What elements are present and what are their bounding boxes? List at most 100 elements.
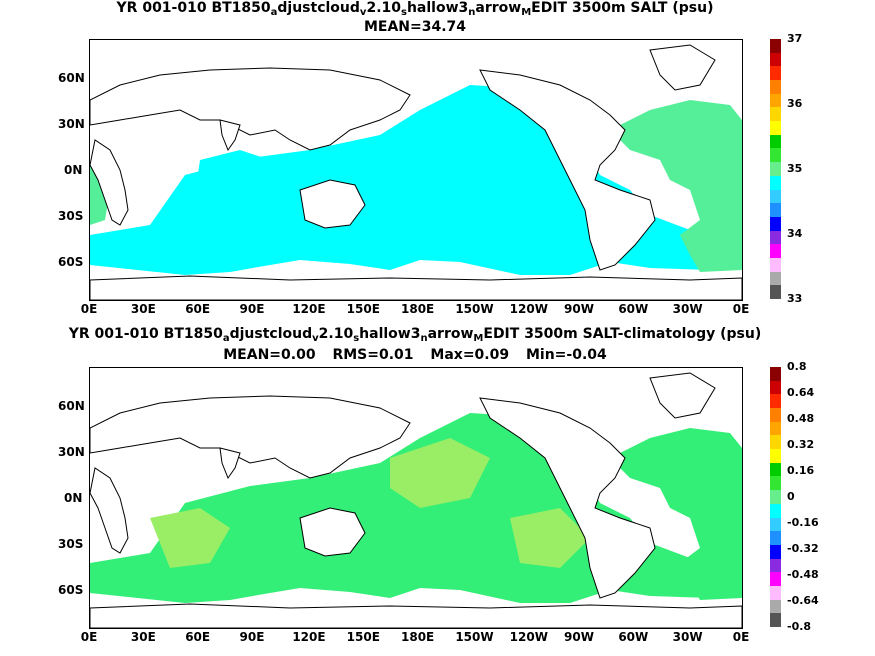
panel2-colorbar-swatch (770, 585, 781, 601)
panel2-colorbar-swatch (770, 613, 781, 628)
panel1-colorbar-swatch (770, 230, 781, 245)
panel2-colorbar-swatch (770, 462, 781, 477)
panel2-colorbar-label: -0.64 (787, 594, 819, 607)
panel2-colorbar-swatch (770, 517, 781, 532)
panel2-colorbar-swatch (770, 394, 781, 409)
panel2-colorbar-label: -0.48 (787, 568, 819, 581)
panel1-stats: MEAN=34.74 (0, 19, 830, 36)
panel1-colorbar-swatch (770, 203, 781, 218)
panel1-colorbar-swatch (770, 271, 781, 286)
panel1-colorbar-label: 36 (787, 97, 803, 110)
panel2-colorbar-swatch (770, 380, 781, 395)
panel2-patch-1 (390, 438, 490, 508)
panel1-colorbar-swatch (770, 107, 781, 122)
panel2-lon-label: 150E (346, 630, 380, 644)
panel1-colorbar-swatch (770, 216, 781, 232)
panel2-max: Max=0.09 (430, 347, 510, 363)
africa-land (90, 139, 129, 226)
panel2-map-svg (90, 372, 742, 628)
panel1-colorbar-swatch (770, 285, 781, 300)
panel2-lat-60s: 60S (58, 583, 84, 597)
panel2-stats: MEAN=0.00 RMS=0.01 Max=0.09 Min=-0.04 (0, 347, 830, 364)
panel1-colorbar-swatch (770, 175, 781, 190)
panel1-land (90, 44, 742, 300)
panel2-lon-label: 30E (130, 630, 156, 644)
panel2-lon-label: 120W (509, 630, 548, 644)
panel1-title: YR 001-010 BT1850adjustcloudv2.10shallow… (116, 0, 714, 18)
panel1-colorbar-swatch (770, 244, 781, 259)
panel2-colorbar-label: 0.8 (787, 360, 807, 373)
africa-land (90, 467, 129, 554)
panel1-map-svg (90, 44, 742, 300)
panel2-colorbar-swatch (770, 408, 781, 423)
panel2-colorbar-label: 0.32 (787, 438, 815, 451)
panel2-lat-0n: 0N (64, 491, 83, 505)
panel1-colorbar-swatch (770, 134, 781, 149)
panel2-min: Min=-0.04 (525, 347, 607, 363)
panel2-colorbar-swatch (770, 421, 781, 436)
panel1-colorbar-label: 37 (787, 32, 803, 45)
panel1-lon-label: 150W (455, 302, 494, 316)
greenland-land (649, 372, 716, 419)
panel1-colorbar-swatch (770, 80, 781, 95)
panel1-lat-30n: 30N (58, 117, 85, 131)
panel2-lon-label: 90W (564, 630, 594, 644)
panel1-colorbar-swatch (770, 39, 781, 54)
panel1-lon-label: 90W (564, 302, 594, 316)
americas-land (479, 397, 656, 599)
panel2-lon-label: 150W (455, 630, 494, 644)
panel1-colorbar-swatch (770, 52, 781, 67)
panel1-lon-label: 60E (185, 302, 211, 316)
panel2-lon-label: 30W (672, 630, 703, 644)
panel1-colorbar-label: 34 (787, 227, 803, 240)
panel2-colorbar-swatch (770, 599, 781, 614)
panel2-colorbar-swatch (770, 531, 781, 546)
panel1-lon-label: 0E (80, 302, 98, 316)
panel2-colorbar-swatch (770, 558, 781, 573)
panel2-lon-label: 60W (618, 630, 649, 644)
panel2-pacific-field (90, 413, 742, 603)
panel1-colorbar-label: 35 (787, 162, 803, 175)
panel1-mean: MEAN=34.74 (363, 19, 467, 35)
panel1-map (89, 39, 743, 301)
antarctica-land (90, 275, 742, 300)
panel1-colorbar-swatch (770, 121, 781, 136)
panel1-colorbar-swatch (770, 148, 781, 163)
panel1-lon-label: 30E (130, 302, 156, 316)
panel2-lon-label: 60E (185, 630, 211, 644)
panel2-colorbar-label: -0.8 (787, 620, 812, 633)
australia-land (299, 179, 366, 229)
panel2-patch-2 (510, 508, 590, 568)
panel1-lon-label: 150E (346, 302, 380, 316)
panel2-colorbar-label: 0.16 (787, 464, 815, 477)
panel1-lat-60n: 60N (58, 71, 85, 85)
panel2-lon-label: 120E (292, 630, 326, 644)
panel1-lat-60s: 60S (58, 255, 84, 269)
panel2-colorbar-swatch (770, 435, 781, 450)
panel2-colorbar-label: 0.64 (787, 386, 815, 399)
greenland-land (649, 44, 716, 91)
panel2-colorbar-label: 0.48 (787, 412, 815, 425)
panel2-lon-label: 180E (401, 630, 435, 644)
panel2-lon-label: 0E (80, 630, 98, 644)
panel1-lon-label: 180E (401, 302, 435, 316)
antarctica-land (90, 603, 742, 628)
panel1-colorbar-label: 33 (787, 292, 803, 305)
panel1-colorbar-swatch (770, 66, 781, 81)
panel1-lat-30s: 30S (58, 209, 84, 223)
panel2-atlantic-field (610, 428, 742, 600)
australia-land (299, 507, 366, 557)
panel2-colorbar-swatch (770, 490, 781, 505)
india-land (219, 119, 241, 152)
panel1-atlantic-field (610, 100, 742, 272)
panel1-lon-label: 120W (509, 302, 548, 316)
panel2-rms: RMS=0.01 (332, 347, 414, 363)
panel2-lat-30n: 30N (58, 445, 85, 459)
panel2-lat-60n: 60N (58, 399, 85, 413)
panel2-colorbar-swatch (770, 572, 781, 587)
panel2-lon-label: 0E (732, 630, 750, 644)
eurasia-land (90, 395, 411, 479)
panel2-colorbar-swatch (770, 476, 781, 491)
panel2-colorbar-label: 0 (787, 490, 795, 503)
panel2-colorbar-label: -0.16 (787, 516, 819, 529)
